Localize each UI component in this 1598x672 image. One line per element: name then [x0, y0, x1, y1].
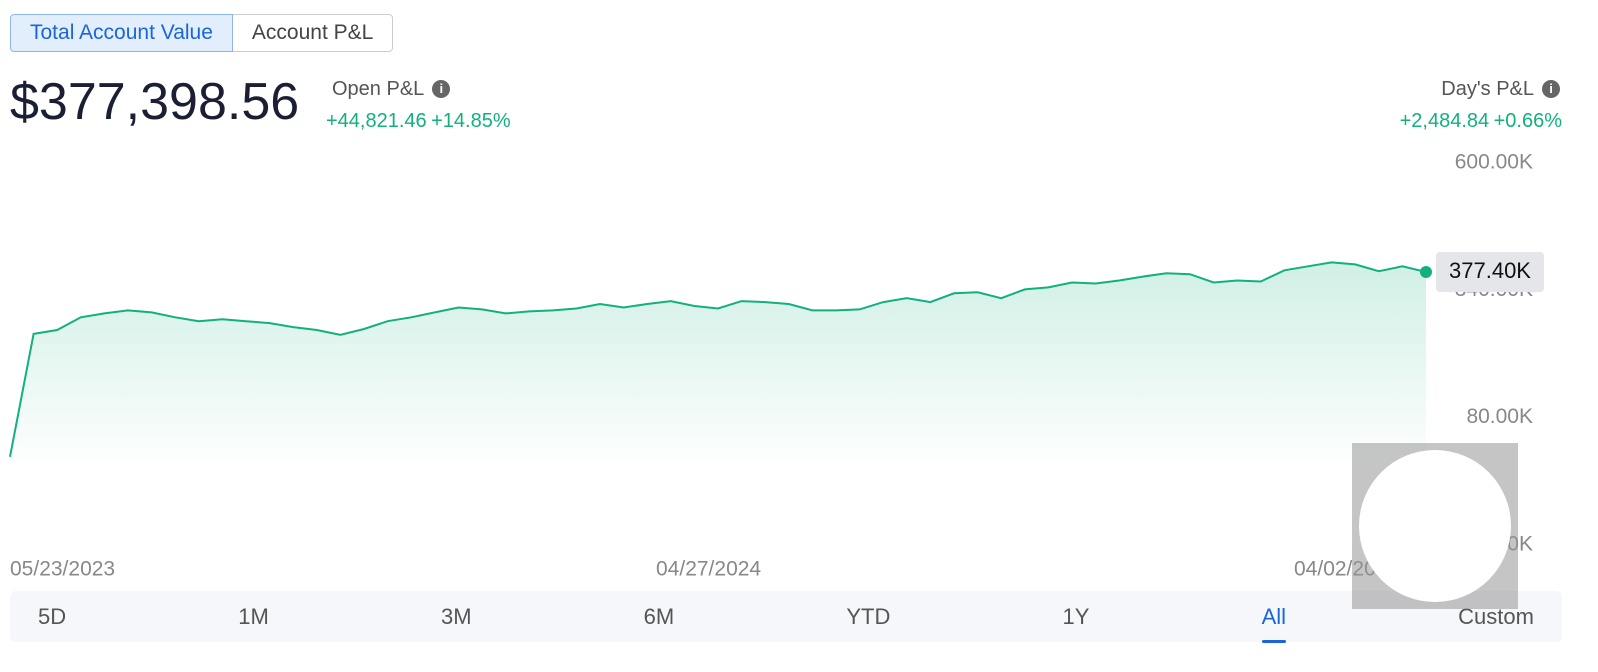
- open-pnl: Open P&L i: [332, 78, 451, 101]
- tab-group: Total Account Value Account P&L: [10, 14, 394, 52]
- range-option[interactable]: 1Y: [1062, 603, 1090, 629]
- x-tick-label: 05/23/2023: [10, 558, 115, 581]
- range-option[interactable]: 6M: [643, 603, 675, 629]
- tab[interactable]: Account P&L: [232, 14, 394, 52]
- avatar-widget[interactable]: [1352, 443, 1518, 609]
- range-option[interactable]: YTD: [846, 603, 891, 629]
- range-option[interactable]: 1M: [238, 603, 269, 629]
- tab[interactable]: Total Account Value: [10, 14, 233, 52]
- y-tick-label: 80.00K: [1466, 405, 1533, 428]
- line: [9, 261, 1427, 457]
- value-tag: [1436, 252, 1544, 293]
- area-fill: [10, 262, 1426, 470]
- y-tick-label: 600.00K: [1455, 151, 1533, 174]
- percent: +14.85%: [431, 110, 511, 132]
- change: +44,821.46: [326, 110, 427, 132]
- day-pnl-values: +2,484.84 +0.66%: [1400, 110, 1562, 133]
- label: Day's P&L: [1441, 78, 1534, 100]
- percent: +0.66%: [1493, 110, 1562, 132]
- x-tick-label: 04/27/2024: [656, 558, 761, 581]
- end-dot: [1420, 266, 1432, 279]
- label: Open P&L: [332, 78, 425, 100]
- range-selector: 5D 1M 3M 6M YTD 1Y All Custom: [10, 591, 1562, 643]
- day-pnl: Day's P&L i: [1441, 78, 1560, 101]
- change: +2,484.84: [1399, 110, 1490, 132]
- range-option[interactable]: All: [1261, 603, 1287, 643]
- range-option[interactable]: 5D: [38, 603, 67, 629]
- range-option[interactable]: 3M: [440, 603, 472, 629]
- value-tag-label: 377.40K: [1449, 258, 1531, 283]
- open-pnl-values: +44,821.46 +14.85%: [326, 110, 511, 133]
- total-value: $377,398.56: [10, 73, 300, 131]
- avatar: [1359, 450, 1511, 602]
- info-icon[interactable]: i: [1542, 80, 1560, 98]
- info-icon[interactable]: i: [432, 80, 451, 98]
